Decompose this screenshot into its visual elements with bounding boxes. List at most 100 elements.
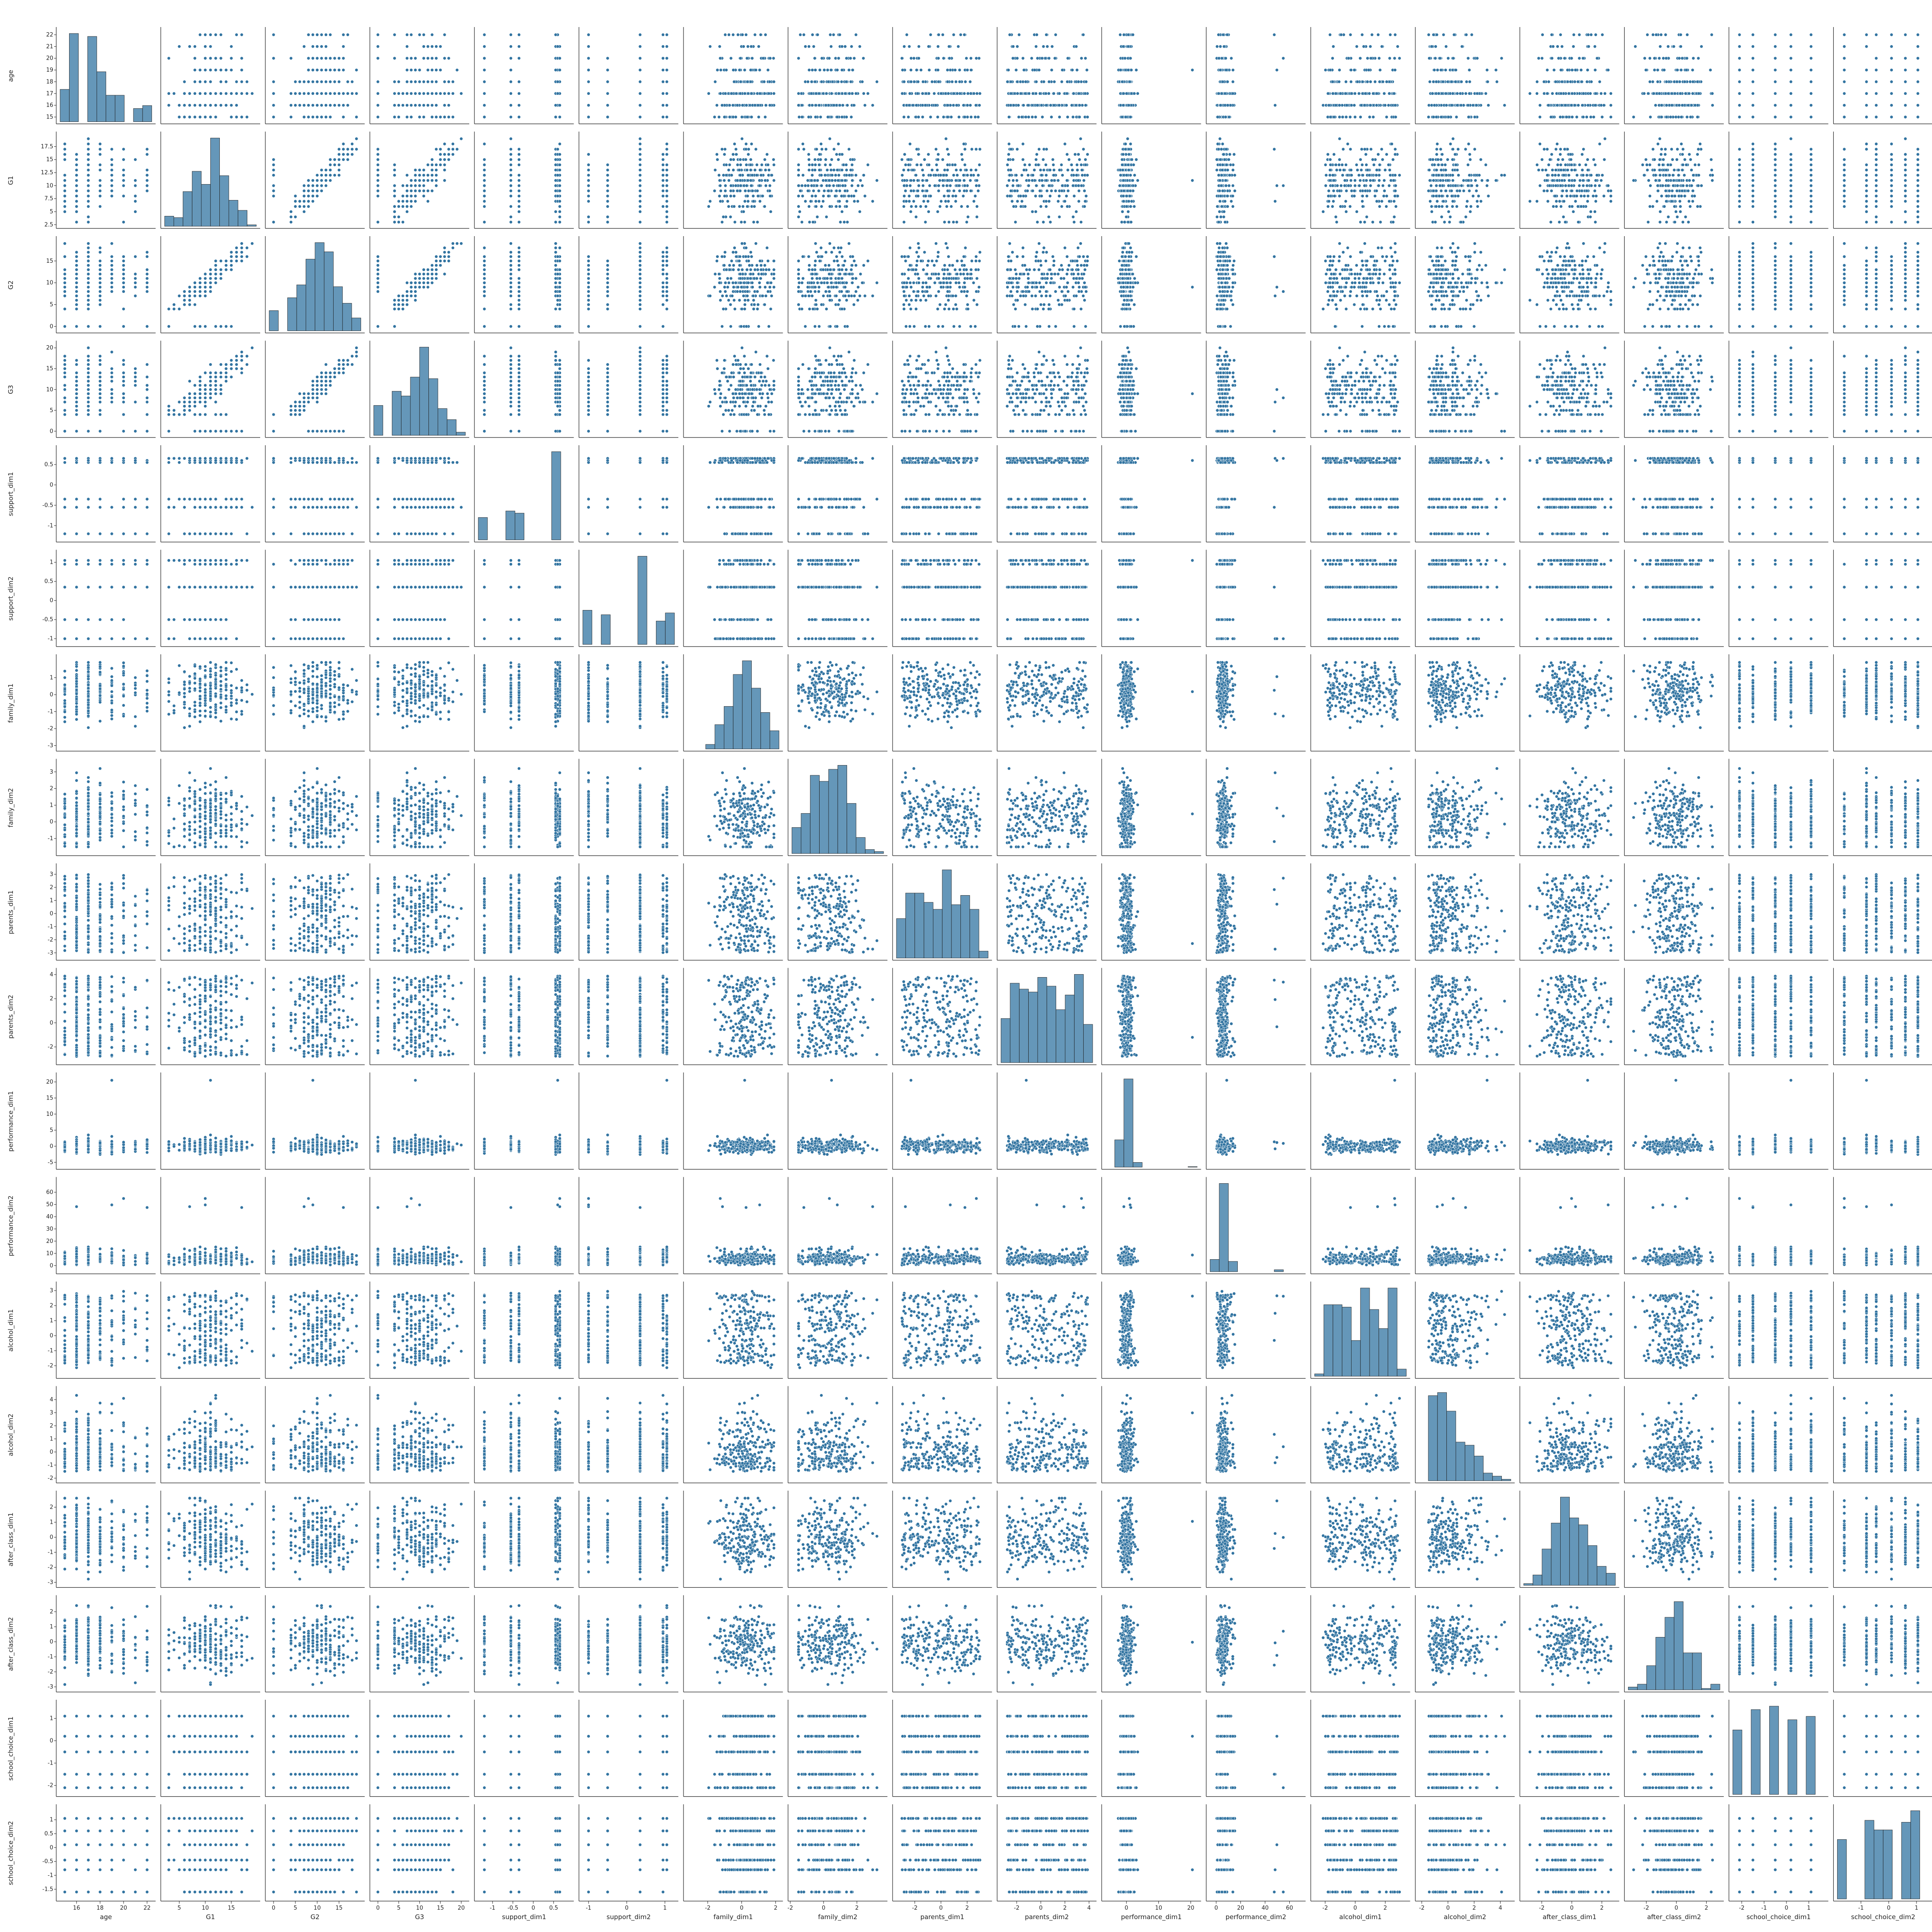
scatter-point <box>225 80 228 83</box>
scatter-point <box>393 92 396 95</box>
scatter-point <box>230 69 233 72</box>
scatter-point <box>307 92 310 95</box>
scatter-point <box>443 115 446 118</box>
scatter-point <box>393 33 396 36</box>
scatter-point <box>204 57 207 60</box>
scatter-point <box>311 57 314 60</box>
scatter-point <box>333 69 336 72</box>
scatter-point <box>447 92 450 95</box>
scatter-point <box>329 69 332 72</box>
scatter-point <box>355 69 358 72</box>
scatter-point <box>225 104 228 107</box>
scatter-point <box>355 115 358 118</box>
scatter-point <box>307 115 310 118</box>
scatter-point <box>198 104 201 107</box>
scatter-point <box>188 104 191 107</box>
scatter-point <box>431 92 434 95</box>
scatter-point <box>431 33 434 36</box>
scatter-point <box>406 80 409 83</box>
scatter-point <box>406 92 409 95</box>
scatter-point <box>439 45 442 48</box>
scatter-point <box>422 115 425 118</box>
scatter-point <box>289 104 292 107</box>
scatter-point <box>377 80 380 83</box>
scatter-point <box>320 92 323 95</box>
scatter-point <box>447 57 450 60</box>
scatter-point <box>333 104 336 107</box>
scatter-point <box>204 69 207 72</box>
scatter-point <box>311 45 314 48</box>
scatter-point <box>320 69 323 72</box>
scatter-point <box>410 80 413 83</box>
scatter-point <box>209 92 212 95</box>
scatter-point <box>397 115 400 118</box>
scatter-point <box>422 80 425 83</box>
scatter-point <box>329 115 332 118</box>
scatter-point <box>240 115 243 118</box>
scatter-point <box>311 33 314 36</box>
scatter-point <box>198 80 201 83</box>
scatter-point <box>333 80 336 83</box>
scatter-point <box>346 92 349 95</box>
hist-bar <box>69 33 78 122</box>
scatter-point <box>316 69 319 72</box>
hist-bar <box>97 72 106 122</box>
scatter-point <box>307 57 310 60</box>
scatter-point <box>397 80 400 83</box>
scatter-point <box>289 92 292 95</box>
scatter-point <box>443 33 446 36</box>
scatter-point <box>337 104 340 107</box>
scatter-point <box>193 45 196 48</box>
scatter-point <box>214 57 217 60</box>
scatter-point <box>294 104 297 107</box>
scatter-point <box>316 57 319 60</box>
panel-age-vs-G2 <box>265 27 365 124</box>
scatter-point <box>316 92 319 95</box>
scatter-point <box>422 104 425 107</box>
scatter-point <box>209 69 212 72</box>
scatter-point <box>418 80 421 83</box>
scatter-point <box>272 33 275 36</box>
scatter-point <box>325 92 328 95</box>
scatter-point <box>307 80 310 83</box>
scatter-point <box>439 115 442 118</box>
scatter-point <box>406 57 409 60</box>
scatter-point <box>414 69 417 72</box>
scatter-point <box>198 69 201 72</box>
scatter-point <box>311 115 314 118</box>
scatter-point <box>329 104 332 107</box>
scatter-point <box>289 115 292 118</box>
scatter-point <box>204 92 207 95</box>
scatter-point <box>235 104 238 107</box>
scatter-point <box>422 45 425 48</box>
scatter-point <box>406 115 409 118</box>
scatter-point <box>346 80 349 83</box>
scatter-point <box>272 104 275 107</box>
scatter-point <box>246 80 249 83</box>
scatter-point <box>193 115 196 118</box>
scatter-point <box>418 92 421 95</box>
scatter-point <box>209 104 212 107</box>
scatter-point <box>422 92 425 95</box>
scatter-point <box>235 33 238 36</box>
scatter-point <box>230 92 233 95</box>
scatter-point <box>418 69 421 72</box>
scatter-point <box>377 45 380 48</box>
scatter-point <box>410 115 413 118</box>
scatter-point <box>204 104 207 107</box>
scatter-point <box>410 104 413 107</box>
scatter-point <box>240 92 243 95</box>
scatter-point <box>422 33 425 36</box>
scatter-point <box>418 115 421 118</box>
scatter-point <box>183 80 186 83</box>
scatter-point <box>435 57 438 60</box>
scatter-point <box>410 33 413 36</box>
scatter-point <box>431 69 434 72</box>
hist-bar <box>88 36 97 122</box>
scatter-point <box>198 33 201 36</box>
scatter-point <box>307 69 310 72</box>
scatter-point <box>316 33 319 36</box>
scatter-point <box>303 104 306 107</box>
scatter-point <box>204 115 207 118</box>
scatter-point <box>325 80 328 83</box>
